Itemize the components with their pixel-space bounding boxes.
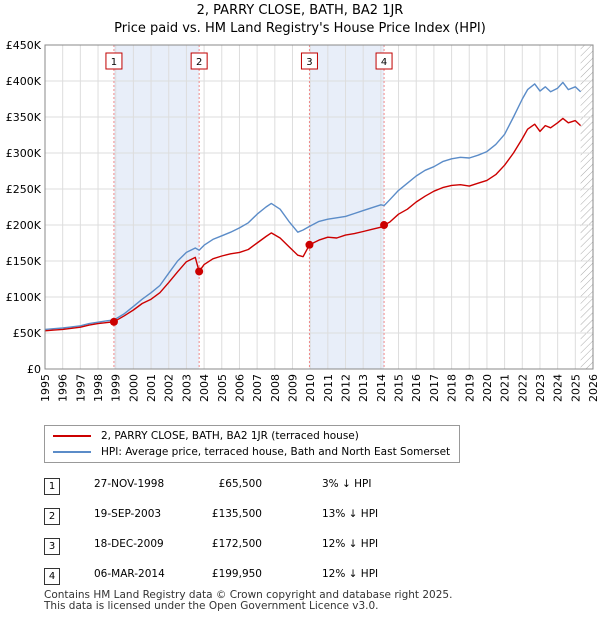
sale-hpi-diff: 3% ↓ HPI [322,478,372,490]
footer-licence: This data is licensed under the Open Gov… [44,600,379,612]
sale-price: £172,500 [211,538,262,550]
x-tick-label: 1995 [39,374,52,402]
legend-item-hpi: HPI: Average price, terraced house, Bath… [53,444,450,460]
sale-label-box [375,52,393,70]
y-tick-label: £250K [6,183,42,196]
x-tick-label: 2023 [534,374,547,402]
x-tick-label: 2015 [393,374,406,402]
x-tick-label: 2016 [410,374,423,402]
x-tick-label: 2017 [428,374,441,402]
y-tick-label: £400K [6,75,42,88]
shaded-period [113,45,200,369]
sale-row: 1 27-NOV-1998 £65,500 3% ↓ HPI [44,476,564,495]
x-tick-label: 1997 [74,374,87,402]
sale-price: £65,500 [218,478,262,490]
legend-price-label: 2, PARRY CLOSE, BATH, BA2 1JR (terraced … [101,430,359,442]
y-tick-label: £350K [6,111,42,124]
sale-label-box [190,52,208,70]
legend-price-swatch [53,435,91,437]
legend-hpi-label: HPI: Average price, terraced house, Bath… [101,446,451,458]
y-tick-label: £50K [13,327,42,340]
future-hatch [580,45,593,369]
sale-row: 3 18-DEC-2009 £172,500 12% ↓ HPI [44,536,564,555]
x-tick-label: 2010 [304,374,317,402]
sale-label-number: 1 [111,57,117,68]
shaded-period [309,45,385,369]
x-tick-label: 2021 [499,374,512,402]
y-tick-label: £300K [6,147,42,160]
sale-point [109,317,118,326]
x-tick-label: 2025 [569,374,582,402]
sale-number-badge: 4 [44,568,60,585]
x-tick-label: 2018 [446,374,459,402]
sale-date: 27-NOV-1998 [94,478,165,490]
y-tick-label: £0 [27,363,41,376]
sale-point [195,267,204,276]
x-tick-label: 2013 [357,374,370,402]
y-tick-label: £200K [6,219,42,232]
sale-point [380,221,389,230]
sale-label-number: 4 [381,57,387,68]
x-tick-label: 2002 [163,374,176,402]
hpi-line [44,81,582,331]
x-tick-label: 2008 [269,374,282,402]
sale-number-badge: 3 [44,538,60,555]
plot-frame [44,44,594,370]
x-tick-label: 2011 [322,374,335,402]
sale-number-badge: 2 [44,508,60,525]
footer-copyright: Contains HM Land Registry data © Crown c… [44,589,453,601]
y-tick-label: £100K [6,291,42,304]
y-tick-label: £150K [6,255,42,268]
sale-number-badge: 1 [44,478,60,495]
price-paid-line [44,117,582,332]
x-tick-label: 2009 [286,374,299,402]
sale-row: 2 19-SEP-2003 £135,500 13% ↓ HPI [44,506,564,525]
sale-label-box [300,52,318,70]
x-tick-label: 1998 [92,374,105,402]
sale-price: £199,950 [211,568,262,580]
sale-date: 06-MAR-2014 [94,568,165,580]
legend-item-price: 2, PARRY CLOSE, BATH, BA2 1JR (terraced … [53,428,359,444]
sale-label-number: 3 [306,57,312,68]
sale-label-box [105,52,123,70]
x-tick-label: 2022 [516,374,529,402]
x-tick-label: 2003 [180,374,193,402]
chart-subtitle: Price paid vs. HM Land Registry's House … [114,21,486,36]
sale-hpi-diff: 12% ↓ HPI [322,538,379,550]
sale-hpi-diff: 12% ↓ HPI [322,568,379,580]
x-tick-label: 2007 [251,374,264,402]
x-tick-label: 1996 [57,374,70,402]
x-tick-label: 2001 [145,374,158,402]
x-tick-label: 2006 [233,374,246,402]
sale-price: £135,500 [211,508,262,520]
sale-hpi-diff: 13% ↓ HPI [322,508,379,520]
legend-hpi-swatch [53,451,91,453]
footer: Contains HM Land Registry data © Crown c… [44,590,452,612]
y-tick-label: £450K [6,39,42,52]
chart-title: 2, PARRY CLOSE, BATH, BA2 1JR [196,3,404,18]
sale-row: 4 06-MAR-2014 £199,950 12% ↓ HPI [44,566,564,585]
sale-date: 18-DEC-2009 [94,538,164,550]
x-tick-label: 2014 [375,374,388,402]
x-tick-label: 2026 [587,374,600,402]
x-tick-label: 2000 [127,374,140,402]
sale-point [305,240,314,249]
x-tick-label: 1999 [110,374,123,402]
x-tick-label: 2005 [216,374,229,402]
sale-label-number: 2 [196,57,202,68]
x-tick-label: 2004 [198,374,211,402]
x-tick-label: 2019 [463,374,476,402]
chart-legend: 2, PARRY CLOSE, BATH, BA2 1JR (terraced … [44,425,460,463]
price-chart: 1 2 3 4 £0 £50K £100K £150K £200K £250K £300K £350… [6,39,600,402]
x-tick-label: 2020 [481,374,494,402]
x-tick-label: 2012 [340,374,353,402]
x-tick-label: 2024 [552,374,565,402]
sale-date: 19-SEP-2003 [94,508,162,520]
